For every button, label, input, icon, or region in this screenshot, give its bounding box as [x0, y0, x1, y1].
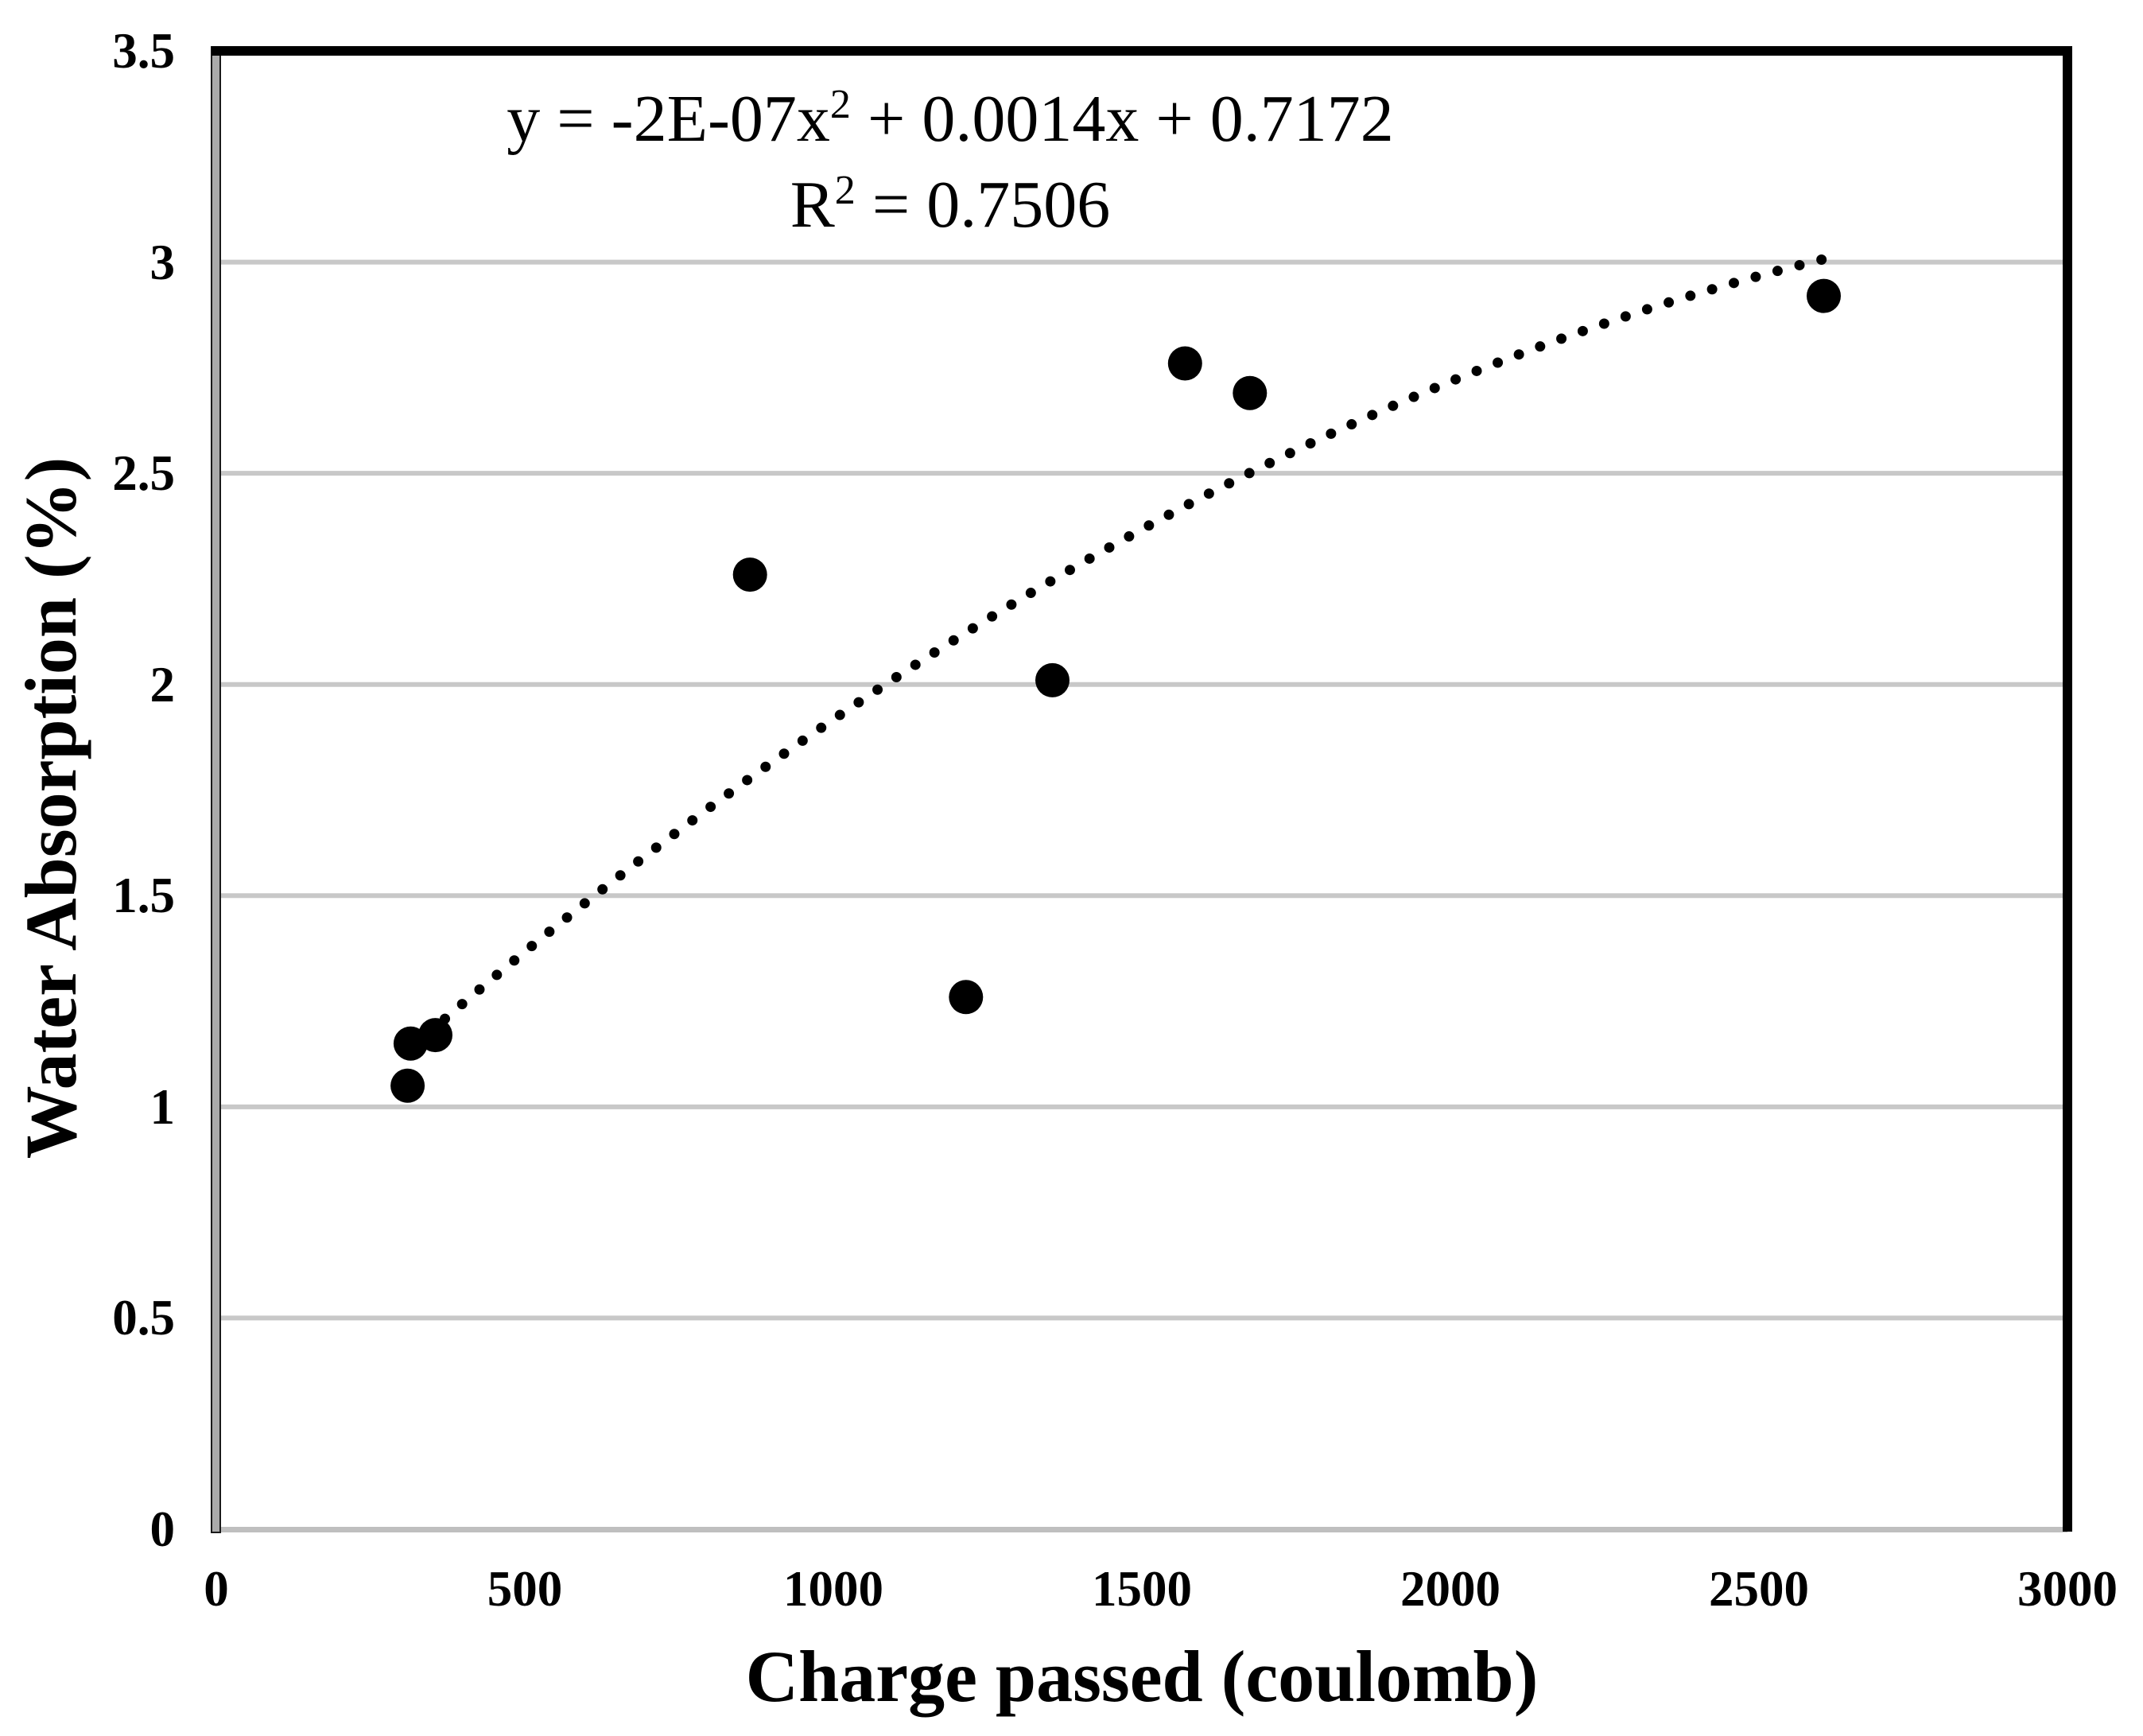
- y-tick-label: 3: [149, 234, 176, 290]
- data-point: [1035, 662, 1070, 697]
- data-point: [949, 980, 984, 1015]
- x-tick-label: 2000: [1400, 1561, 1500, 1617]
- y-tick-label: 3.5: [112, 23, 175, 79]
- x-tick-label: 2500: [1709, 1561, 1809, 1617]
- y-tick-label: 2: [149, 656, 176, 713]
- x-tick-label: 3000: [2017, 1561, 2118, 1617]
- data-point: [732, 557, 767, 592]
- data-point: [418, 1018, 452, 1053]
- y-tick-label: 1: [149, 1078, 176, 1135]
- data-point: [1167, 346, 1202, 381]
- x-tick-label: 0: [204, 1561, 229, 1617]
- x-axis-line: [212, 1527, 2067, 1532]
- y-tick-label: 0: [149, 1501, 176, 1557]
- trendline-equation: y = -2E-07x2 + 0.0014x + 0.7172 R2 = 0.7…: [445, 76, 1455, 248]
- data-point: [1807, 278, 1841, 313]
- data-point: [390, 1068, 425, 1103]
- x-tick-label: 500: [487, 1561, 563, 1617]
- r-squared-line: R2 = 0.7506: [790, 168, 1111, 242]
- x-axis-title: Charge passed (coulomb): [745, 1636, 1539, 1717]
- y-axis-title: Water Absorption (%): [10, 456, 91, 1159]
- plot-frame-top: [212, 46, 2072, 56]
- equation-line: y = -2E-07x2 + 0.0014x + 0.7172: [507, 82, 1394, 156]
- y-tick-label: 0.5: [112, 1290, 175, 1346]
- y-tick-label: 2.5: [112, 445, 175, 502]
- data-point: [1233, 375, 1268, 410]
- y-tick-label: 1.5: [112, 868, 175, 924]
- trendline: [405, 253, 1833, 1054]
- x-tick-label: 1500: [1092, 1561, 1192, 1617]
- plot-frame-right: [2063, 46, 2072, 1532]
- x-tick-label: 1000: [783, 1561, 883, 1617]
- y-axis-line: [211, 46, 221, 1533]
